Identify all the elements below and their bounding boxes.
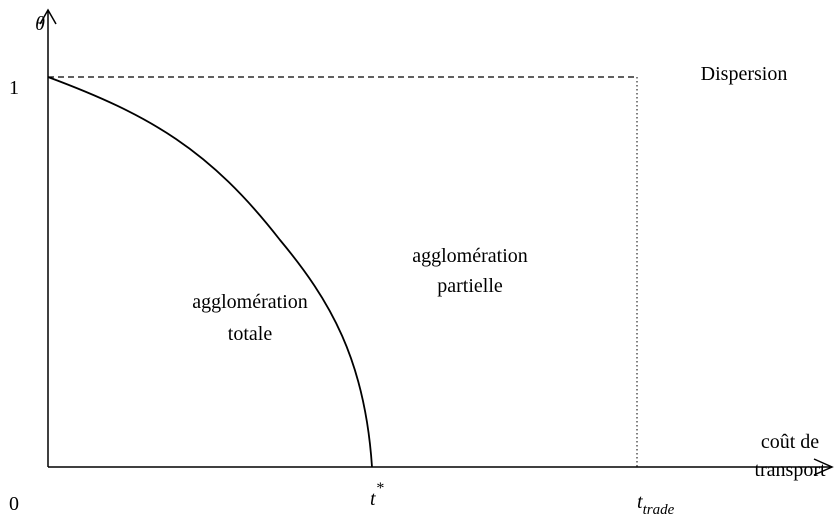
- symbol: t: [370, 488, 376, 510]
- x-arrow: [813, 458, 834, 476]
- region-label: Dispersion: [701, 63, 788, 85]
- region-label: totale: [228, 323, 273, 345]
- y-label: θ: [35, 13, 45, 35]
- region-label: agglomération: [192, 291, 308, 313]
- superscript: *: [376, 480, 384, 497]
- y-arrow: [39, 8, 57, 25]
- symbol: t: [637, 491, 643, 513]
- t-trade: ttrade: [637, 491, 675, 518]
- origin: 0: [9, 493, 19, 515]
- y-tick: 1: [9, 77, 19, 99]
- region-label: agglomération: [412, 245, 528, 267]
- subscript: trade: [643, 502, 675, 518]
- x-label: coût de: [761, 431, 819, 453]
- boundary-curve: [47, 76, 373, 468]
- region-label: partielle: [437, 275, 503, 297]
- x-label: transport: [754, 459, 826, 481]
- t-star: t*: [370, 480, 384, 510]
